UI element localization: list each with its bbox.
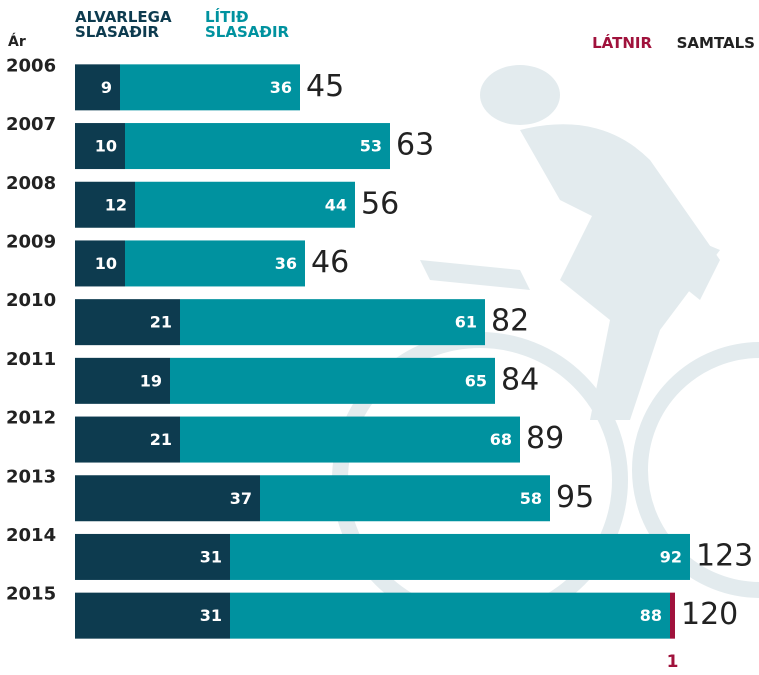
bar-segment (230, 593, 670, 639)
total-label: 45 (306, 69, 344, 104)
total-label: 82 (491, 304, 529, 339)
legend-entry: LÍTIÐ SLASAÐIR (205, 10, 315, 40)
bar-segment (125, 123, 390, 169)
legend-entry: SAMTALS (677, 36, 755, 51)
value-label: 31 (200, 606, 222, 625)
value-label: 1 (667, 652, 679, 672)
value-label: 58 (520, 489, 542, 508)
total-label: 95 (556, 480, 594, 515)
value-label: 10 (95, 254, 117, 273)
value-label: 36 (270, 78, 292, 97)
bar-segment (670, 593, 675, 639)
y-tick-label: 2009 (6, 231, 56, 252)
value-label: 53 (360, 137, 382, 156)
chart-svg: Ár 2006 9 36 45 2007 10 53 63 2008 12 44 56 2009 10 36… (0, 0, 759, 675)
chart: Ár 2006 9 36 45 2007 10 53 63 2008 12 44 56 2009 10 36… (0, 0, 759, 675)
bar-segment (135, 182, 355, 228)
y-tick-label: 2007 (6, 114, 56, 135)
value-label: 21 (150, 313, 172, 332)
y-tick-label: 2014 (6, 525, 56, 546)
bar-segment (180, 417, 520, 463)
value-label: 36 (275, 254, 297, 273)
total-label: 46 (311, 245, 349, 280)
total-label: 123 (696, 538, 753, 573)
value-label: 10 (95, 137, 117, 156)
y-tick-label: 2013 (6, 466, 56, 487)
y-tick-label: 2012 (6, 408, 56, 429)
bar-segment (180, 299, 485, 345)
y-tick-label: 2006 (6, 55, 56, 76)
total-label: 84 (501, 362, 539, 397)
value-label: 31 (200, 547, 222, 566)
y-tick-label: 2010 (6, 290, 56, 311)
value-label: 37 (230, 489, 252, 508)
value-label: 21 (150, 430, 172, 449)
total-label: 56 (361, 186, 399, 221)
total-label: 63 (396, 128, 434, 163)
y-tick-label: 2011 (6, 349, 56, 370)
bar-segment (75, 64, 120, 110)
category-header: Ár (8, 33, 26, 50)
y-tick-label: 2008 (6, 173, 56, 194)
total-label: 89 (526, 421, 564, 456)
bar-segment (260, 475, 550, 521)
value-label: 92 (660, 547, 682, 566)
total-label: 120 (681, 597, 738, 632)
value-label: 88 (640, 606, 662, 625)
y-tick-label: 2015 (6, 584, 56, 605)
value-label: 61 (455, 313, 477, 332)
bar-segment (230, 534, 690, 580)
legend-entry: ALVARLEGA SLASAÐIR (75, 10, 185, 40)
value-label: 12 (105, 195, 127, 214)
value-label: 68 (490, 430, 512, 449)
bar-segment (170, 358, 495, 404)
value-label: 19 (140, 371, 162, 390)
value-label: 9 (101, 78, 112, 97)
legend-entry: LÁTNIR (592, 36, 652, 51)
value-label: 65 (465, 371, 487, 390)
value-label: 44 (325, 195, 347, 214)
